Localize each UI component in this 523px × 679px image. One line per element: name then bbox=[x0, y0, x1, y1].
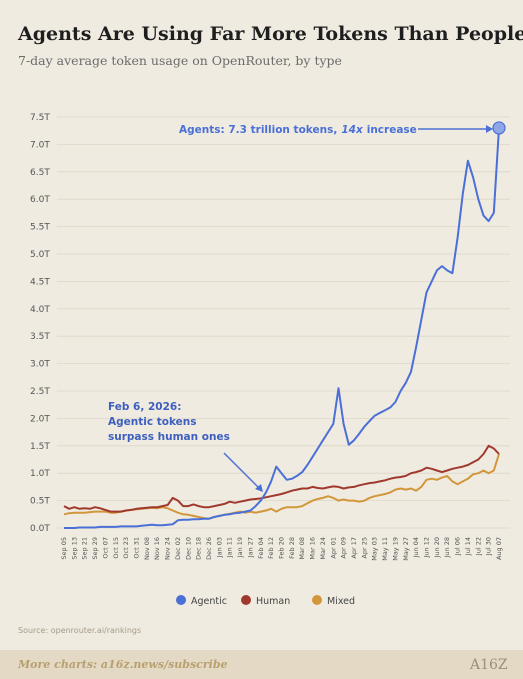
x-tick-label: Apr 01 bbox=[329, 537, 337, 559]
annotation: Agents: 7.3 trillion tokens, 14x increase bbox=[179, 124, 417, 136]
legend-label: Mixed bbox=[327, 596, 355, 607]
x-tick-label: Mar 08 bbox=[298, 537, 306, 560]
x-tick-label: Dec 10 bbox=[184, 537, 192, 560]
x-tick-label: Jul 22 bbox=[474, 537, 482, 556]
x-tick-label: Jun 04 bbox=[412, 537, 420, 559]
annotation-text: Agents: 7.3 trillion tokens, bbox=[179, 124, 337, 136]
y-tick-label: 2.5T bbox=[30, 387, 50, 397]
annotation-line: Agentic tokens bbox=[108, 416, 197, 428]
series-line bbox=[64, 127, 500, 529]
x-tick-label: Apr 17 bbox=[350, 537, 358, 559]
y-tick-label: 5.0T bbox=[30, 250, 50, 260]
y-tick-label: 1.5T bbox=[30, 442, 50, 452]
x-tick-label: May 11 bbox=[381, 537, 389, 561]
x-tick-label: Jan 27 bbox=[246, 537, 254, 558]
x-tick-label: Dec 02 bbox=[174, 537, 182, 560]
x-tick-label: Apr 09 bbox=[340, 537, 348, 559]
x-tick-label: Jun 20 bbox=[433, 537, 441, 559]
y-tick-label: 5.5T bbox=[30, 223, 50, 233]
x-tick-label: May 27 bbox=[402, 537, 410, 561]
x-tick-label: Jul 30 bbox=[485, 537, 493, 556]
x-tick-label: Feb 28 bbox=[288, 537, 296, 559]
annotation-emphasis: 14x bbox=[341, 124, 364, 136]
x-tick-label: Jul 14 bbox=[464, 537, 472, 556]
y-tick-label: 7.0T bbox=[30, 140, 50, 150]
chart-subtitle: 7-day average token usage on OpenRouter,… bbox=[18, 53, 342, 68]
x-tick-label: Mar 24 bbox=[319, 537, 327, 560]
x-tick-label: Sep 21 bbox=[81, 537, 89, 560]
x-tick-label: Oct 15 bbox=[112, 537, 120, 559]
logo: A16Z bbox=[469, 657, 508, 673]
y-tick-label: 0.5T bbox=[30, 497, 50, 507]
y-tick-label: 1.0T bbox=[30, 469, 50, 479]
x-tick-label: Feb 04 bbox=[257, 537, 265, 559]
x-tick-label: Sep 13 bbox=[70, 537, 78, 560]
footer-link[interactable]: More charts: a16z.news/subscribe bbox=[17, 658, 228, 671]
x-tick-label: Aug 07 bbox=[495, 537, 503, 560]
arrow-head bbox=[255, 484, 263, 492]
y-tick-label: 6.5T bbox=[30, 168, 50, 178]
annotation-arrow bbox=[223, 452, 260, 489]
annotation-line: Feb 6, 2026: bbox=[108, 401, 181, 413]
y-tick-label: 3.0T bbox=[30, 360, 50, 370]
legend-marker bbox=[241, 595, 251, 605]
y-tick-label: 3.5T bbox=[30, 332, 50, 342]
x-tick-label: Jun 28 bbox=[443, 537, 451, 559]
legend-label: Agentic bbox=[191, 596, 227, 607]
y-tick-label: 4.5T bbox=[30, 277, 50, 287]
x-tick-label: Jun 12 bbox=[423, 537, 431, 559]
x-tick-label: Nov 24 bbox=[164, 537, 172, 560]
x-tick-label: Feb 12 bbox=[267, 537, 275, 559]
x-tick-label: May 03 bbox=[371, 537, 379, 561]
x-tick-label: Feb 20 bbox=[278, 537, 286, 559]
annotation-text: increase bbox=[367, 124, 417, 136]
arrow-head bbox=[486, 125, 493, 133]
highlight-point bbox=[492, 121, 506, 135]
x-tick-label: Apr 25 bbox=[360, 537, 368, 559]
chart-title: Agents Are Using Far More Tokens Than Pe… bbox=[17, 23, 523, 45]
x-tick-label: Nov 08 bbox=[143, 537, 151, 560]
x-tick-label: Dec 18 bbox=[195, 537, 203, 560]
x-tick-label: Jan 11 bbox=[226, 537, 234, 558]
x-tick-label: Sep 05 bbox=[60, 537, 68, 560]
y-tick-label: 4.0T bbox=[30, 305, 50, 315]
y-tick-label: 6.0T bbox=[30, 195, 50, 205]
legend-marker bbox=[312, 595, 322, 605]
series-line bbox=[63, 444, 500, 513]
x-tick-label: Jul 06 bbox=[454, 537, 462, 556]
y-tick-label: 0.0T bbox=[30, 524, 50, 534]
x-tick-label: May 19 bbox=[391, 537, 399, 561]
x-tick-label: Oct 23 bbox=[122, 537, 130, 559]
source: Source: openrouter.ai/rankings bbox=[18, 626, 141, 635]
y-tick-label: 2.0T bbox=[30, 414, 50, 424]
y-tick-label: 7.5T bbox=[30, 113, 50, 123]
x-tick-label: Jan 19 bbox=[236, 537, 244, 558]
legend-marker bbox=[176, 595, 186, 605]
x-tick-label: Oct 07 bbox=[101, 537, 109, 559]
x-tick-label: Sep 29 bbox=[91, 537, 99, 560]
x-tick-label: Mar 16 bbox=[309, 537, 317, 560]
x-tick-label: Oct 31 bbox=[133, 537, 141, 559]
legend-label: Human bbox=[256, 596, 290, 607]
footer-band bbox=[0, 650, 523, 679]
x-tick-label: Nov 16 bbox=[153, 537, 161, 560]
annotation-line: surpass human ones bbox=[108, 431, 230, 443]
x-tick-label: Jan 03 bbox=[215, 537, 223, 558]
x-tick-label: Dec 26 bbox=[205, 537, 213, 560]
